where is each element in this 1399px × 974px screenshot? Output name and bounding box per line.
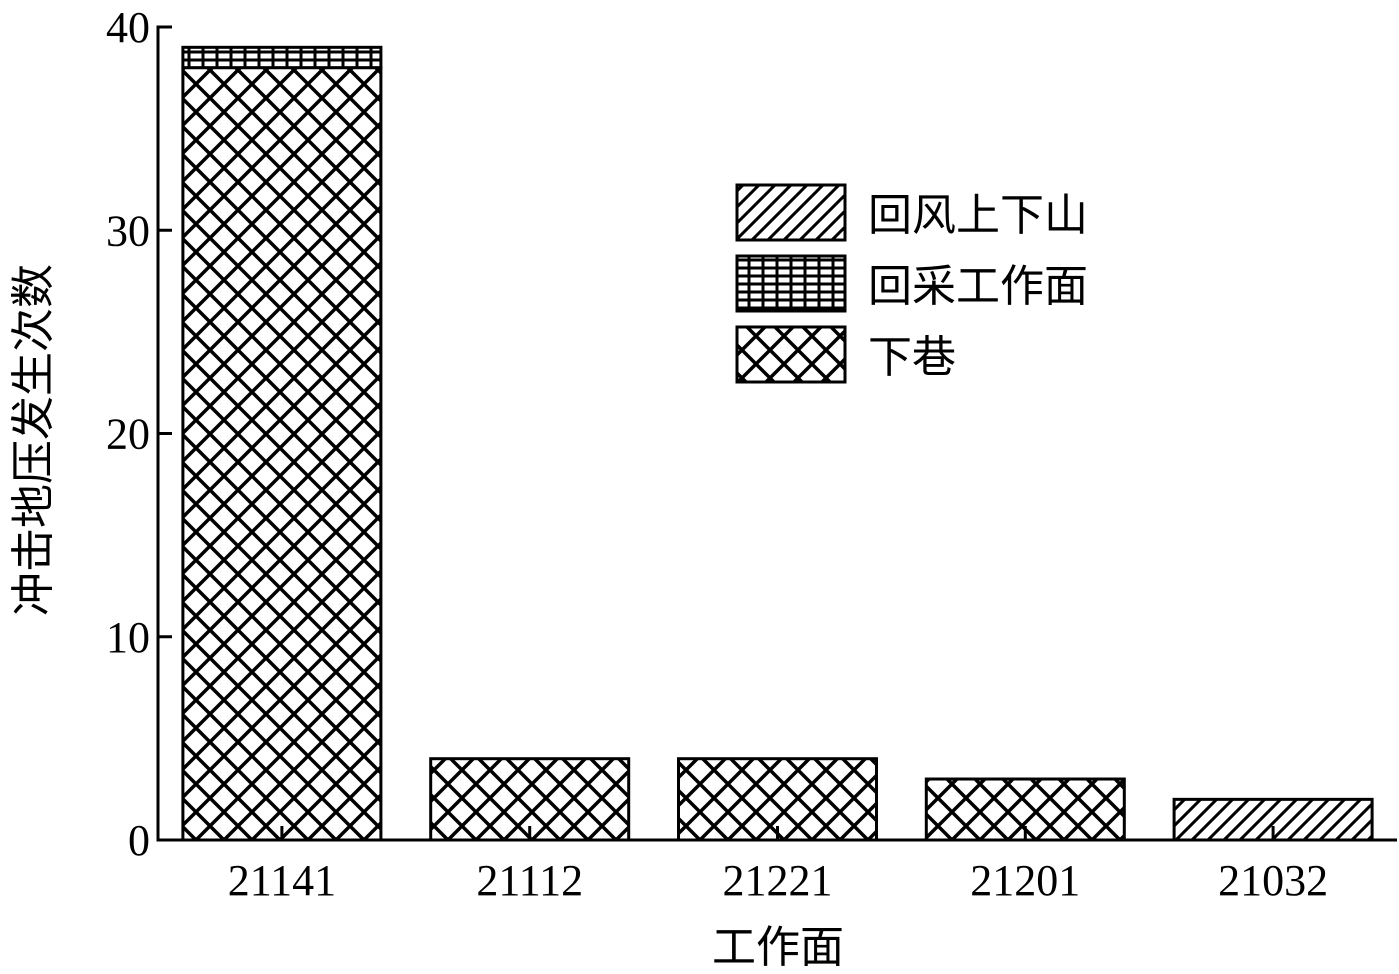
x-tick-label: 21221 xyxy=(723,856,833,905)
y-tick-label: 0 xyxy=(128,816,150,865)
legend-swatch-grid xyxy=(735,254,847,313)
legend-label: 回采工作面 xyxy=(868,261,1088,312)
bar-21141-下巷 xyxy=(181,66,383,842)
x-tick-label: 21032 xyxy=(1218,856,1328,905)
legend-label: 下巷 xyxy=(868,332,956,383)
y-tick-label: 30 xyxy=(106,206,150,255)
legend-swatch-diagonal xyxy=(735,183,847,242)
y-tick-label: 20 xyxy=(106,410,150,459)
x-tick-label: 21201 xyxy=(970,856,1080,905)
legend-label: 回风上下山 xyxy=(868,190,1088,241)
x-tick-label: 21141 xyxy=(228,856,336,905)
bar-21141-回采工作面 xyxy=(181,45,383,70)
y-axis-label: 冲击地压发生次数 xyxy=(8,264,59,616)
legend-swatch-crosshatch xyxy=(735,325,847,384)
x-tick-label: 21112 xyxy=(476,856,583,905)
y-tick-label: 40 xyxy=(106,3,150,52)
x-axis-label: 工作面 xyxy=(712,922,844,973)
y-tick-label: 10 xyxy=(106,613,150,662)
